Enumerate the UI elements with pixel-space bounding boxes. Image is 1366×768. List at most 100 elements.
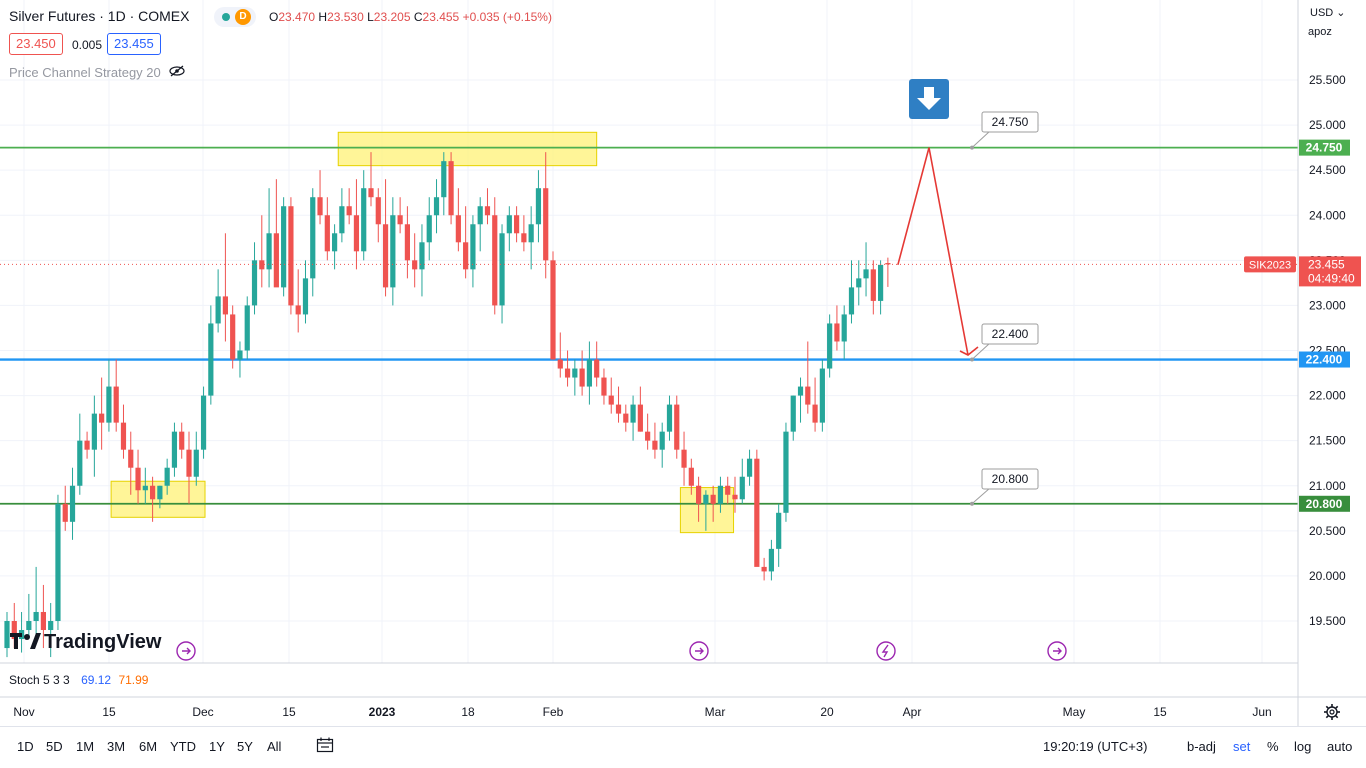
timeframe-button-5d[interactable]: 5D	[46, 739, 63, 754]
event-markers	[176, 641, 1067, 661]
candle-body	[470, 224, 476, 270]
timeframe-button-all[interactable]: All	[267, 739, 282, 754]
level-price-tag-text: 20.800	[1306, 497, 1343, 511]
callout-text: 24.750	[992, 115, 1029, 129]
timeframe-button-6m[interactable]: 6M	[139, 739, 158, 754]
candle-body	[848, 287, 855, 315]
auto-scale-button[interactable]: auto	[1327, 739, 1353, 754]
currency-selector[interactable]: USD ⌄	[1310, 7, 1346, 19]
level-callouts: 24.750 22.400 20.800	[970, 111, 1039, 506]
candle-body	[113, 386, 119, 423]
price-tick-label: 20.500	[1309, 524, 1346, 538]
candle-body	[302, 278, 309, 315]
symbol-title[interactable]: Silver Futures · 1D · COMEX	[9, 8, 190, 24]
candle-body	[564, 368, 571, 378]
candle-body	[106, 386, 112, 423]
time-tick-label: Mar	[705, 705, 726, 719]
high-value: 23.530	[327, 10, 364, 24]
candle-body	[666, 404, 673, 432]
callout-box	[981, 111, 1039, 133]
timeframe-button-3m[interactable]: 3M	[107, 739, 126, 754]
calendar-range-icon[interactable]	[316, 737, 334, 758]
candle-body	[150, 485, 156, 500]
timeframe-button-1d[interactable]: 1D	[17, 739, 34, 754]
timeframe-button-ytd[interactable]: YTD	[170, 739, 196, 754]
event-arrow	[1053, 647, 1062, 655]
time-scale[interactable]: Nov 15 Dec 15 2023 18 Feb Mar 20 Apr May 15 Jun	[13, 705, 1271, 719]
time-tick-label: Dec	[192, 705, 213, 719]
candle-body	[91, 413, 97, 450]
candle-body	[62, 503, 68, 522]
callout-anchor	[970, 145, 974, 150]
candle-body	[288, 206, 294, 306]
grid	[0, 0, 1298, 663]
timeframe-button-5y[interactable]: 5Y	[237, 739, 253, 754]
tradingview-logo: TradingView	[10, 631, 161, 654]
close-value: 23.455	[422, 10, 460, 24]
strategy-label[interactable]: Price Channel Strategy 20	[9, 65, 161, 80]
b-adj-button[interactable]: b-adj	[1187, 739, 1216, 754]
bid-price-box[interactable]: 23.450	[9, 33, 63, 55]
stoch-d-value: 71.99	[118, 673, 149, 687]
level-price-tag-text: 24.750	[1306, 141, 1343, 155]
candle-body	[674, 404, 680, 450]
utc-clock[interactable]: 19:20:19 (UTC+3)	[1043, 739, 1148, 754]
candle-body	[514, 215, 520, 234]
candle-body	[33, 611, 39, 622]
dividend-event-icon	[689, 641, 709, 661]
candle-body	[885, 263, 891, 265]
candle-body	[586, 359, 592, 387]
countdown-text: 04:49:40	[1308, 271, 1355, 285]
price-tick-label: 25.000	[1309, 118, 1346, 132]
scale-label[interactable]: apoz	[1308, 26, 1332, 38]
symbol-tag-text: SIK2023	[1249, 259, 1291, 271]
candle-body	[863, 269, 869, 279]
candle-body	[69, 485, 76, 522]
candle-body	[200, 395, 207, 450]
candle-body	[128, 449, 134, 468]
log-scale-button[interactable]: log	[1294, 739, 1312, 754]
last-price-text: 23.455	[1308, 257, 1345, 271]
candle-body	[171, 431, 178, 468]
price-tick-label: 24.000	[1309, 208, 1346, 222]
highlight-zone	[337, 131, 598, 167]
price-tick-label: 21.500	[1309, 434, 1346, 448]
candle-body	[222, 296, 228, 315]
price-chart[interactable]: 24.750 22.400 20.800 19.500 20.000 20.500 21.…	[0, 0, 1366, 726]
candle-body	[710, 494, 716, 504]
arrow-shaft	[924, 87, 934, 99]
event-bolt	[881, 644, 889, 658]
candle-body	[317, 197, 323, 216]
price-scale[interactable]: 19.50020.00020.50021.00021.50022.00022.5…	[1309, 73, 1346, 628]
time-tick-label: 2023	[369, 705, 396, 719]
candle-body	[375, 197, 381, 225]
candle-body	[48, 621, 54, 631]
level-price-tag	[1299, 495, 1350, 512]
timeframe-button-1y[interactable]: 1Y	[209, 739, 225, 754]
ask-price-box[interactable]: 23.455	[107, 33, 161, 55]
candle-body	[754, 458, 760, 567]
candle-body	[601, 377, 607, 396]
candle-body	[703, 494, 709, 504]
gear-icon[interactable]	[1323, 703, 1341, 726]
percent-scale-button[interactable]: %	[1267, 739, 1279, 754]
candle-body	[390, 215, 396, 288]
price-tick-label: 25.500	[1309, 73, 1346, 87]
candle-body	[790, 395, 796, 432]
eye-hidden-icon[interactable]	[169, 64, 185, 81]
low-value: 23.205	[373, 10, 411, 24]
highlight-zone	[679, 487, 735, 534]
candle-body	[732, 494, 738, 500]
callout-leader	[971, 130, 991, 148]
candle-body	[26, 621, 32, 631]
forecast-path	[897, 79, 979, 356]
timeframe-button-1m[interactable]: 1M	[76, 739, 95, 754]
arrow-down-icon	[909, 79, 949, 119]
stoch-indicator-legend[interactable]: Stoch 5 3 3 69.12 71.99	[9, 673, 148, 687]
candle-body	[608, 395, 614, 405]
candle-body	[441, 161, 447, 198]
time-tick-label: Nov	[13, 705, 34, 719]
candle-body	[506, 215, 512, 234]
settlement-button[interactable]: set	[1233, 739, 1251, 754]
price-tick-label: 23.000	[1309, 298, 1346, 312]
